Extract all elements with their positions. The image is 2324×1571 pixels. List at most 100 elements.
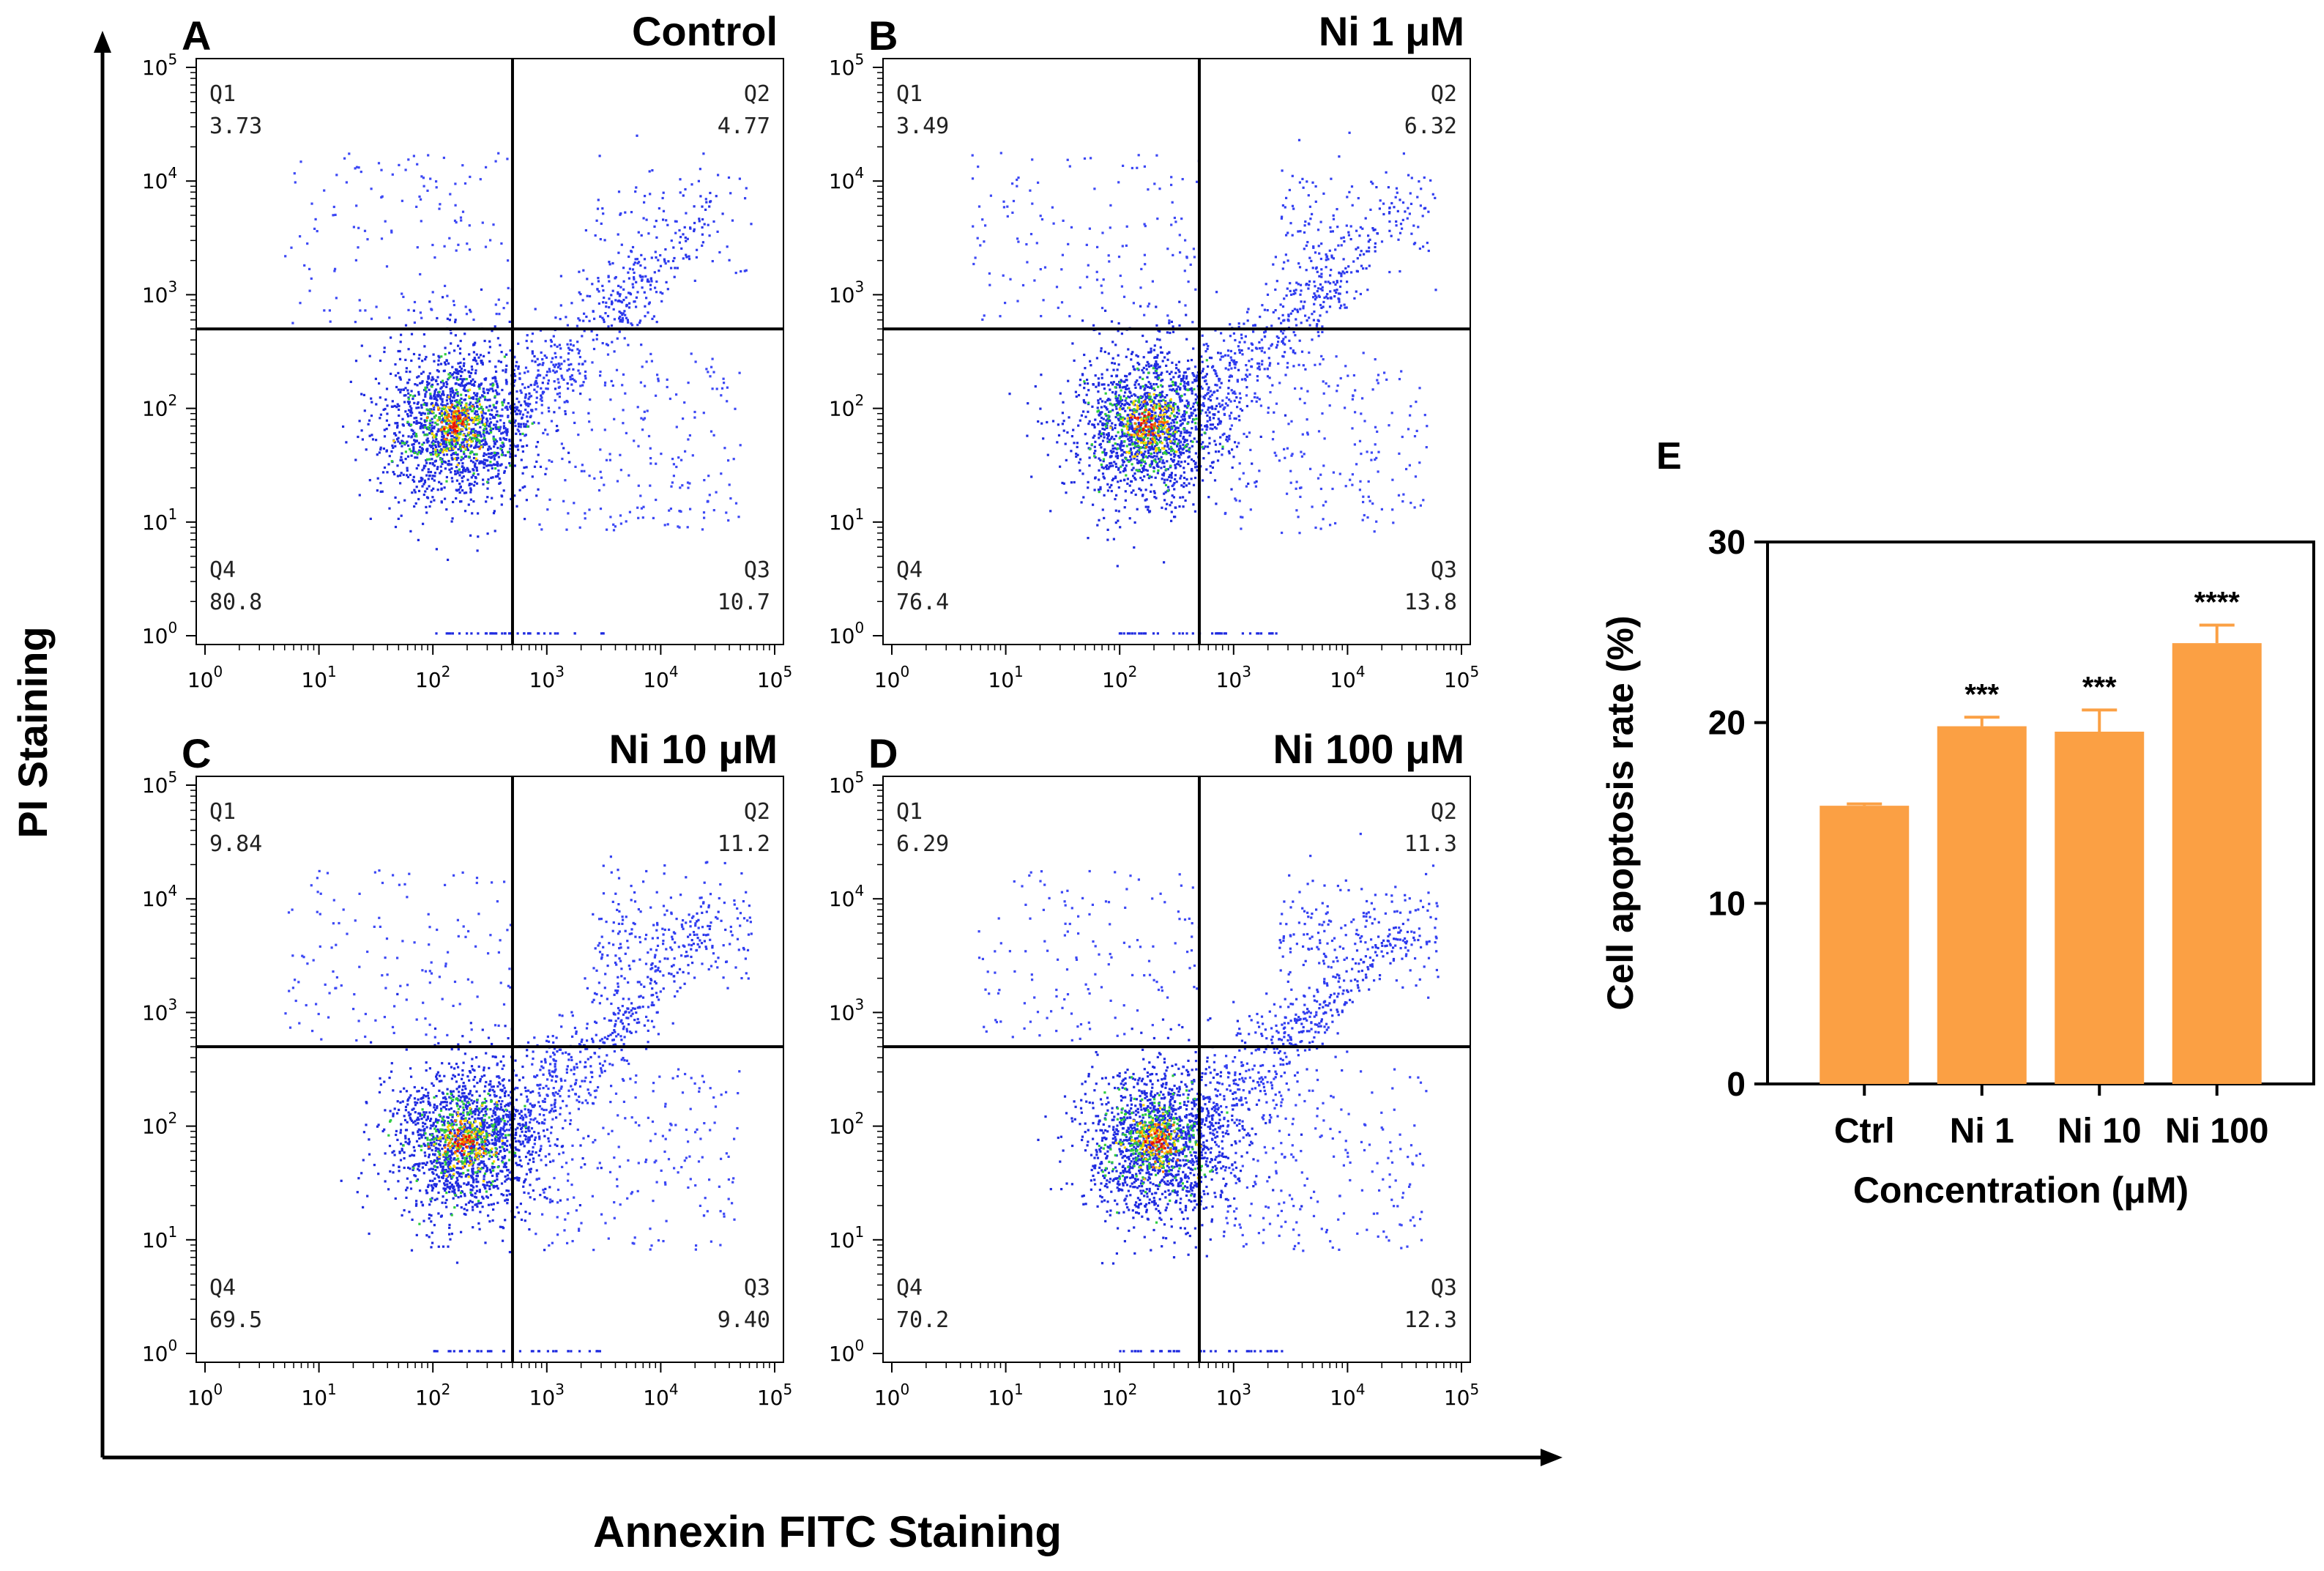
event-dot (1200, 442, 1203, 446)
event-dot (1190, 478, 1193, 480)
density-dot (434, 448, 437, 451)
event-dot (1147, 302, 1151, 305)
event-dot (465, 428, 468, 431)
event-dot (1159, 411, 1162, 415)
event-dot (1254, 481, 1256, 484)
density-dot (447, 395, 450, 398)
event-dot (1066, 158, 1069, 161)
event-dot (440, 483, 443, 486)
event-dot (1166, 478, 1169, 481)
event-dot (452, 406, 455, 409)
event-dot (1171, 494, 1174, 497)
event-dot (1128, 484, 1131, 487)
event-dot (1026, 434, 1029, 437)
event-dot (1154, 376, 1157, 379)
event-dot (1140, 267, 1143, 270)
event-dot (487, 448, 490, 451)
event-dot (1229, 335, 1232, 338)
event-dot (1180, 484, 1183, 487)
event-dot (1131, 469, 1133, 472)
event-dot (1211, 423, 1215, 426)
event-dot (478, 385, 481, 389)
event-dot (645, 360, 648, 363)
event-dot (578, 355, 581, 359)
event-dot (484, 398, 487, 401)
event-dot (1309, 467, 1312, 470)
event-dot (1111, 464, 1114, 467)
event-dot (376, 453, 379, 456)
event-dot (1245, 364, 1248, 367)
event-dot (726, 400, 729, 403)
event-dot (1144, 395, 1147, 398)
event-dot (1238, 349, 1241, 352)
event-dot (333, 270, 336, 272)
event-dot (455, 369, 458, 372)
event-dot (670, 267, 673, 270)
event-dot (540, 528, 543, 531)
event-dot (1228, 364, 1232, 367)
event-dot (1205, 382, 1208, 385)
event-dot (439, 395, 442, 398)
event-dot (1314, 363, 1316, 366)
event-dot (437, 359, 440, 362)
event-dot (430, 397, 433, 400)
event-dot (1277, 341, 1280, 343)
event-dot (1279, 303, 1282, 306)
event-dot (390, 231, 393, 234)
event-dot (1145, 429, 1148, 432)
event-dot (454, 204, 457, 207)
event-dot (1148, 510, 1151, 513)
event-dot (1087, 410, 1090, 413)
event-dot (1114, 434, 1117, 437)
event-dot (354, 321, 357, 324)
event-dot (418, 354, 421, 357)
density-dot (461, 406, 464, 410)
event-dot (1209, 399, 1213, 402)
event-dot (491, 390, 494, 393)
event-dot (1322, 358, 1325, 361)
event-dot (1211, 466, 1214, 469)
event-dot (1112, 538, 1115, 541)
event-dot (550, 360, 553, 363)
event-dot (1130, 358, 1133, 361)
event-dot (1232, 456, 1235, 458)
event-dot (1103, 428, 1106, 431)
event-dot (682, 233, 685, 236)
event-dot (1192, 483, 1196, 486)
event-dot (606, 353, 610, 356)
event-dot (1120, 333, 1123, 335)
event-dot (1317, 245, 1320, 248)
density-dot (455, 425, 458, 428)
event-dot (1415, 429, 1418, 432)
event-dot (445, 359, 448, 362)
event-dot (527, 404, 530, 408)
event-dot (455, 497, 458, 500)
event-dot (501, 445, 504, 448)
event-dot (462, 475, 465, 478)
event-dot (484, 412, 487, 415)
event-dot (1301, 433, 1304, 436)
event-dot (472, 469, 475, 472)
event-dot (500, 351, 503, 354)
event-dot (316, 230, 319, 233)
event-dot (1166, 248, 1169, 250)
event-dot (1102, 432, 1105, 435)
event-dot (1122, 469, 1125, 472)
event-dot (1366, 516, 1369, 519)
event-dot (1182, 376, 1185, 379)
event-dot (1335, 355, 1338, 358)
event-dot (487, 478, 490, 481)
event-dot (375, 305, 378, 308)
event-dot (488, 398, 491, 401)
event-dot (434, 395, 437, 398)
event-dot (502, 489, 505, 492)
density-dot (451, 425, 454, 428)
event-dot (1206, 414, 1209, 417)
event-dot (1278, 382, 1281, 385)
event-dot (496, 337, 499, 340)
event-dot (537, 453, 540, 456)
event-dot (684, 187, 687, 191)
event-dot (515, 412, 518, 415)
event-dot (380, 237, 384, 240)
event-dot (1250, 342, 1253, 345)
